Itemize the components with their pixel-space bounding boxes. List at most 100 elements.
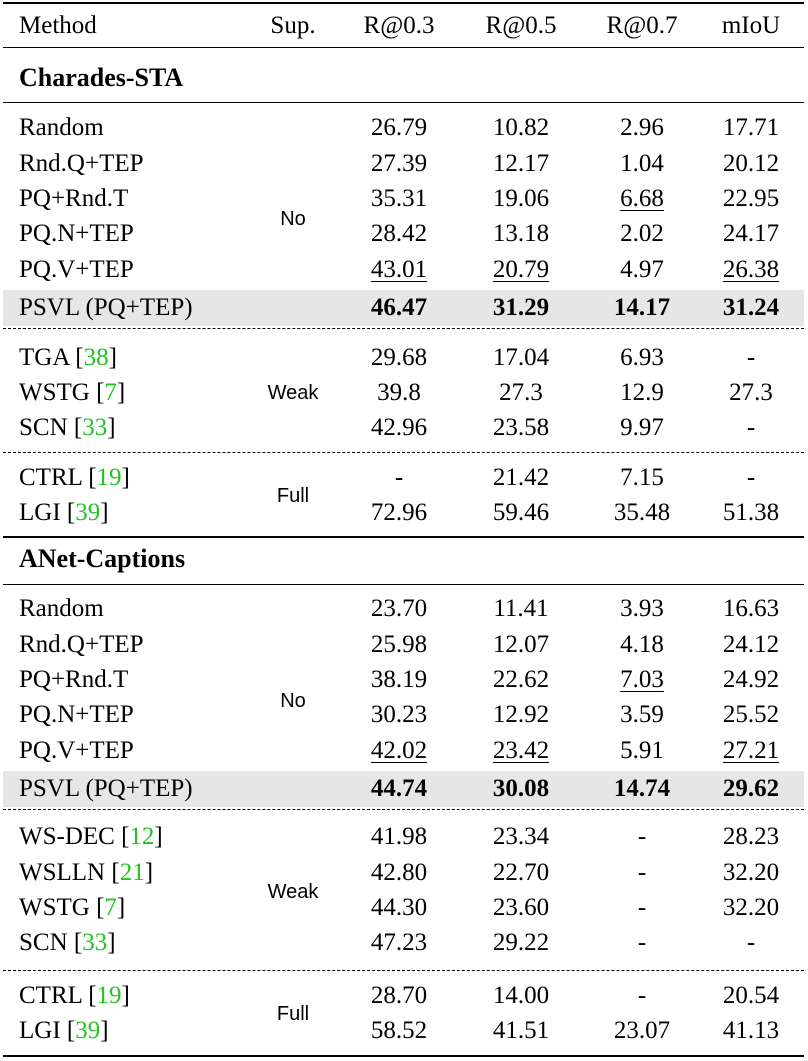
table-row: PQ.N+TEP 28.42 13.18 2.02 24.17: [3, 216, 804, 252]
method-text: SCN: [19, 929, 74, 956]
second-best-value: 43.01: [370, 256, 428, 283]
value-r07: 3.59: [620, 701, 664, 728]
value-r05: 11.41: [493, 595, 549, 622]
value-r03: 43.01: [344, 252, 454, 288]
value-r05: 21.42: [492, 464, 550, 491]
header-rule: [3, 47, 804, 48]
method-name: PQ+Rnd.T: [19, 666, 129, 693]
second-best-value: 26.38: [722, 256, 780, 283]
value-r03: 39.8: [377, 379, 421, 406]
value-r03: 42.96: [370, 414, 428, 441]
method-text: LGI: [19, 1017, 67, 1044]
value-r05: 31.29: [492, 294, 550, 321]
value-r07: -: [637, 859, 647, 886]
value-miou: 20.54: [722, 982, 780, 1009]
table-row: PQ.V+TEP 42.02 23.42 5.91 27.21: [3, 733, 804, 769]
dashed-divider: [3, 809, 804, 810]
value-r05: 41.51: [492, 1017, 550, 1044]
method-name: WSTG [7]: [19, 894, 126, 921]
header-method: Method: [19, 12, 97, 39]
value-r07: 6.68: [587, 181, 697, 217]
citation-link[interactable]: 39: [75, 499, 101, 526]
value-miou: 31.24: [722, 294, 780, 321]
second-best-value: 23.42: [492, 737, 550, 764]
method-name: Rnd.Q+TEP: [19, 631, 144, 658]
table-row: SCN [33] 42.96 23.58 9.97 -: [3, 410, 804, 446]
value-r05: 19.06: [492, 185, 550, 212]
table-row: CTRL [19] 28.70 14.00 - 20.54: [3, 978, 804, 1014]
value-miou: 51.38: [722, 499, 780, 526]
citation-link[interactable]: 7: [104, 379, 117, 406]
value-r07: -: [637, 929, 647, 956]
table-row: PQ+Rnd.T 35.31 19.06 6.68 22.95: [3, 181, 804, 217]
value-r05: 10.82: [492, 114, 550, 141]
value-r07: 4.18: [620, 631, 664, 658]
section-rule: [3, 102, 804, 103]
method-name: LGI [39]: [19, 1017, 109, 1044]
citation-link[interactable]: 7: [104, 894, 117, 921]
value-r03: -: [394, 464, 404, 491]
value-r05: 23.42: [466, 733, 576, 769]
method-text: WSLLN: [19, 859, 112, 886]
sup-label: Weak: [267, 881, 319, 903]
citation-link[interactable]: 38: [83, 344, 109, 371]
value-r05: 20.79: [466, 252, 576, 288]
section-title-anet: ANet-Captions: [19, 544, 186, 573]
top-rule: [3, 2, 804, 4]
citation-link[interactable]: 33: [82, 414, 108, 441]
value-r07: 4.97: [620, 256, 664, 283]
bottom-rule: [3, 1055, 804, 1057]
value-r05: 17.04: [492, 344, 550, 371]
value-r03: 25.98: [370, 631, 428, 658]
method-text: WS-DEC: [19, 823, 122, 850]
citation-link[interactable]: 39: [75, 1017, 101, 1044]
value-r03: 58.52: [370, 1017, 428, 1044]
value-miou: 28.23: [722, 823, 780, 850]
method-name: Random: [19, 595, 104, 622]
second-best-value: 6.68: [620, 185, 664, 212]
value-miou: 24.12: [722, 631, 780, 658]
sup-label: No: [280, 690, 306, 712]
citation-link[interactable]: 19: [96, 464, 122, 491]
value-miou: 25.52: [722, 701, 780, 728]
value-r07: 23.07: [613, 1017, 671, 1044]
citation-link[interactable]: 21: [119, 859, 145, 886]
method-name: SCN [33]: [19, 929, 116, 956]
header-r03: R@0.3: [363, 12, 435, 39]
table-row: LGI [39] 72.96 59.46 35.48 51.38: [3, 495, 804, 531]
citation-link[interactable]: 12: [129, 823, 155, 850]
method-name: PSVL (PQ+TEP): [19, 775, 193, 802]
second-best-value: 42.02: [370, 737, 428, 764]
value-miou: 27.3: [729, 379, 773, 406]
table-row: WSTG [7] 39.8 27.3 12.9 27.3: [3, 375, 804, 411]
section-title-charades: Charades-STA: [19, 63, 184, 92]
method-name: PQ+Rnd.T: [19, 185, 129, 212]
value-r03: 30.23: [370, 701, 428, 728]
citation-link[interactable]: 33: [82, 929, 108, 956]
second-best-value: 7.03: [620, 666, 664, 693]
value-r05: 23.34: [492, 823, 550, 850]
value-r07: -: [637, 823, 647, 850]
value-r03: 72.96: [370, 499, 428, 526]
value-r07: 12.9: [620, 379, 664, 406]
value-miou: 24.92: [722, 666, 780, 693]
value-r07: 7.03: [587, 662, 697, 698]
method-name: PQ.V+TEP: [19, 737, 134, 764]
header-r07: R@0.7: [606, 12, 678, 39]
value-miou: 29.62: [722, 775, 780, 802]
citation-link[interactable]: 19: [96, 982, 122, 1009]
value-r03: 28.42: [370, 220, 428, 247]
value-r05: 30.08: [492, 775, 550, 802]
value-r03: 38.19: [370, 666, 428, 693]
value-r03: 47.23: [370, 929, 428, 956]
header-r05: R@0.5: [485, 12, 557, 39]
value-r03: 41.98: [370, 823, 428, 850]
value-r03: 44.74: [370, 775, 428, 802]
value-miou: 32.20: [722, 859, 780, 886]
value-r07: 7.15: [620, 464, 664, 491]
method-name: LGI [39]: [19, 499, 109, 526]
value-r03: 46.47: [370, 294, 428, 321]
method-text: CTRL: [19, 464, 89, 491]
method-name: WSLLN [21]: [19, 859, 154, 886]
sup-label: No: [280, 208, 306, 230]
